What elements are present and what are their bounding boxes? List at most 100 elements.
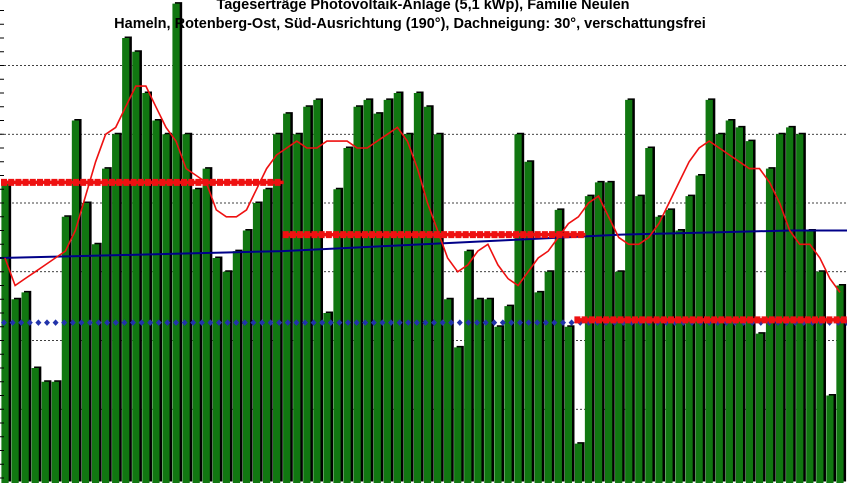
bar [283,113,291,483]
monthly-average-marker [376,231,383,239]
monthly-average-marker [318,231,325,239]
monthly-average-marker [209,178,216,186]
reference-marker [207,319,214,326]
monthly-average-marker [790,316,797,324]
reference-marker [18,319,25,326]
monthly-average-marker [130,178,137,186]
monthly-average-marker [660,316,667,324]
reference-marker [284,319,291,326]
monthly-average-marker [455,231,462,239]
bar [755,333,764,483]
monthly-average-marker [333,231,340,239]
monthly-average-marker [51,178,58,186]
monthly-average-marker [639,316,646,324]
bar [222,271,230,483]
bar [544,271,552,483]
reference-marker [164,319,171,326]
monthly-average-marker [783,316,790,324]
bar [625,99,633,483]
reference-marker [319,319,326,326]
bar [343,148,351,483]
bar [303,106,311,483]
reference-marker [362,319,369,326]
monthly-average-marker [826,316,833,324]
monthly-average-marker [768,316,775,324]
reference-marker [44,319,50,326]
bar [192,189,200,483]
monthly-average-marker [419,231,426,239]
bar [363,99,371,483]
bar [705,99,713,483]
monthly-average-marker [245,178,252,186]
bar [685,196,693,483]
bar [122,38,130,483]
monthly-average-marker [166,178,173,186]
reference-marker [353,319,360,326]
bar [796,134,804,483]
monthly-average-marker [775,316,782,324]
monthly-average-marker [462,231,469,239]
monthly-average-marker [513,231,520,239]
bar [564,326,572,483]
monthly-average-marker [484,231,491,239]
reference-marker [551,319,558,326]
monthly-average-marker [563,231,570,239]
bar [61,216,70,483]
monthly-average-marker [267,178,274,186]
monthly-average-marker [361,231,368,239]
moving-average-line [4,85,841,293]
monthly-average-marker [65,178,72,186]
monthly-average-marker [354,231,361,239]
bar [1,182,9,483]
monthly-average-marker [541,231,548,239]
bar [715,134,723,483]
bar [353,106,361,483]
bar [775,134,784,483]
bar [31,368,39,483]
long-term-average-line [0,229,847,259]
monthly-average-marker [195,178,202,186]
reference-marker [276,319,283,326]
reference-marker [259,319,265,326]
reference-marker [439,319,446,326]
monthly-average-marker [412,231,419,239]
monthly-average-marker [297,231,304,239]
monthly-average-marker [44,178,51,186]
monthly-average-marker [426,231,433,239]
monthly-average-marker [646,316,653,324]
monthly-average-marker [581,316,588,324]
monthly-average-marker [137,178,144,186]
bar [11,299,19,483]
bar [293,134,301,483]
bar [454,347,462,483]
bar [142,93,150,483]
monthly-average-marker [747,316,754,324]
reference-marker [508,319,515,326]
monthly-average-marker [188,178,195,186]
bar [615,271,623,483]
monthly-average-marker [15,178,22,186]
monthly-average-marker [491,231,498,239]
monthly-average-marker [304,231,311,239]
monthly-average-marker [725,316,732,324]
reference-marker [474,319,480,326]
monthly-average-marker [73,178,79,186]
reference-marker [95,319,102,326]
monthly-average-marker [274,178,281,186]
monthly-average-marker [574,316,581,324]
monthly-average-marker [116,178,123,186]
reference-marker [302,319,308,326]
bar [484,299,492,483]
monthly-average-marker [469,231,476,239]
bar [172,3,180,483]
reference-marker [542,319,549,326]
monthly-average-marker [577,231,584,239]
bar [604,182,613,483]
reference-marker [181,319,188,326]
reference-marker [250,319,257,326]
monthly-average-marker [631,316,638,324]
monthly-average-marker [689,316,696,324]
bar [51,381,59,483]
monthly-average-marker [433,231,440,239]
